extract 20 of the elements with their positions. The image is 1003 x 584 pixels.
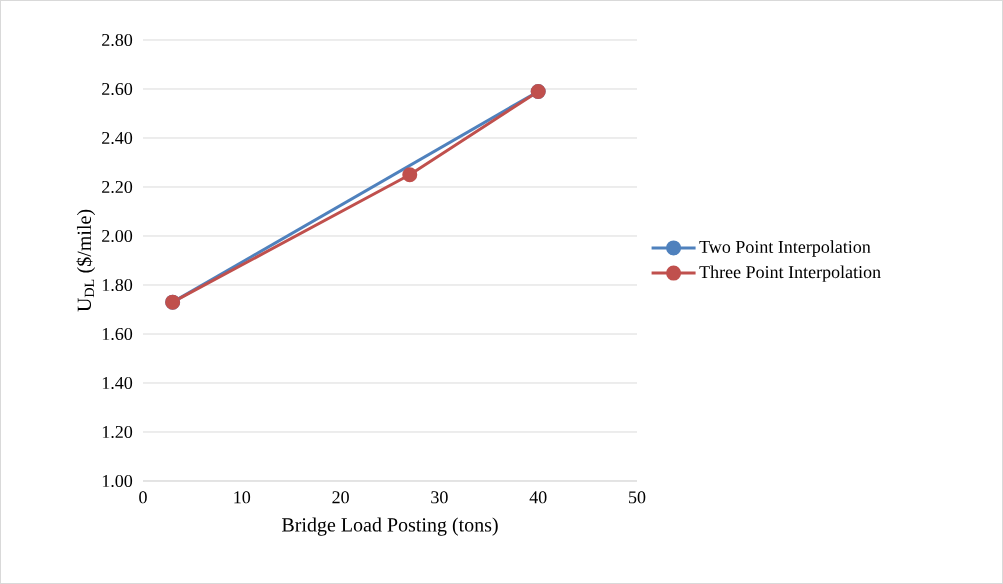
y-tick-label: 2.20	[102, 180, 133, 194]
y-tick-label: 2.40	[102, 131, 133, 145]
y-axis-title: U$_{DL}$ ($/mile)	[76, 209, 96, 312]
x-tick-label: 20	[332, 491, 349, 504]
y-tick-label: 1.20	[102, 425, 133, 439]
y-tick-label: 1.00	[102, 474, 133, 488]
x-tick-label: 30	[431, 491, 448, 504]
y-tick-label: 2.60	[102, 82, 133, 96]
x-axis-title: Bridge Load Posting (tons)	[281, 517, 498, 536]
x-tick-label: 0	[139, 491, 147, 504]
legend-label: Two Point Interpolation	[699, 240, 871, 257]
y-tick-label: 1.60	[102, 327, 133, 341]
y-tick-label: 1.40	[102, 376, 133, 390]
legend-label: Three Point Interpolation	[699, 265, 881, 282]
x-tick-label: 10	[234, 491, 251, 504]
y-tick-label: 1.80	[102, 278, 133, 292]
x-tick-label: 40	[529, 491, 547, 504]
y-tick-label: 2.00	[102, 229, 133, 243]
y-tick-label: 2.80	[102, 33, 133, 47]
x-tick-label: 50	[629, 491, 646, 504]
